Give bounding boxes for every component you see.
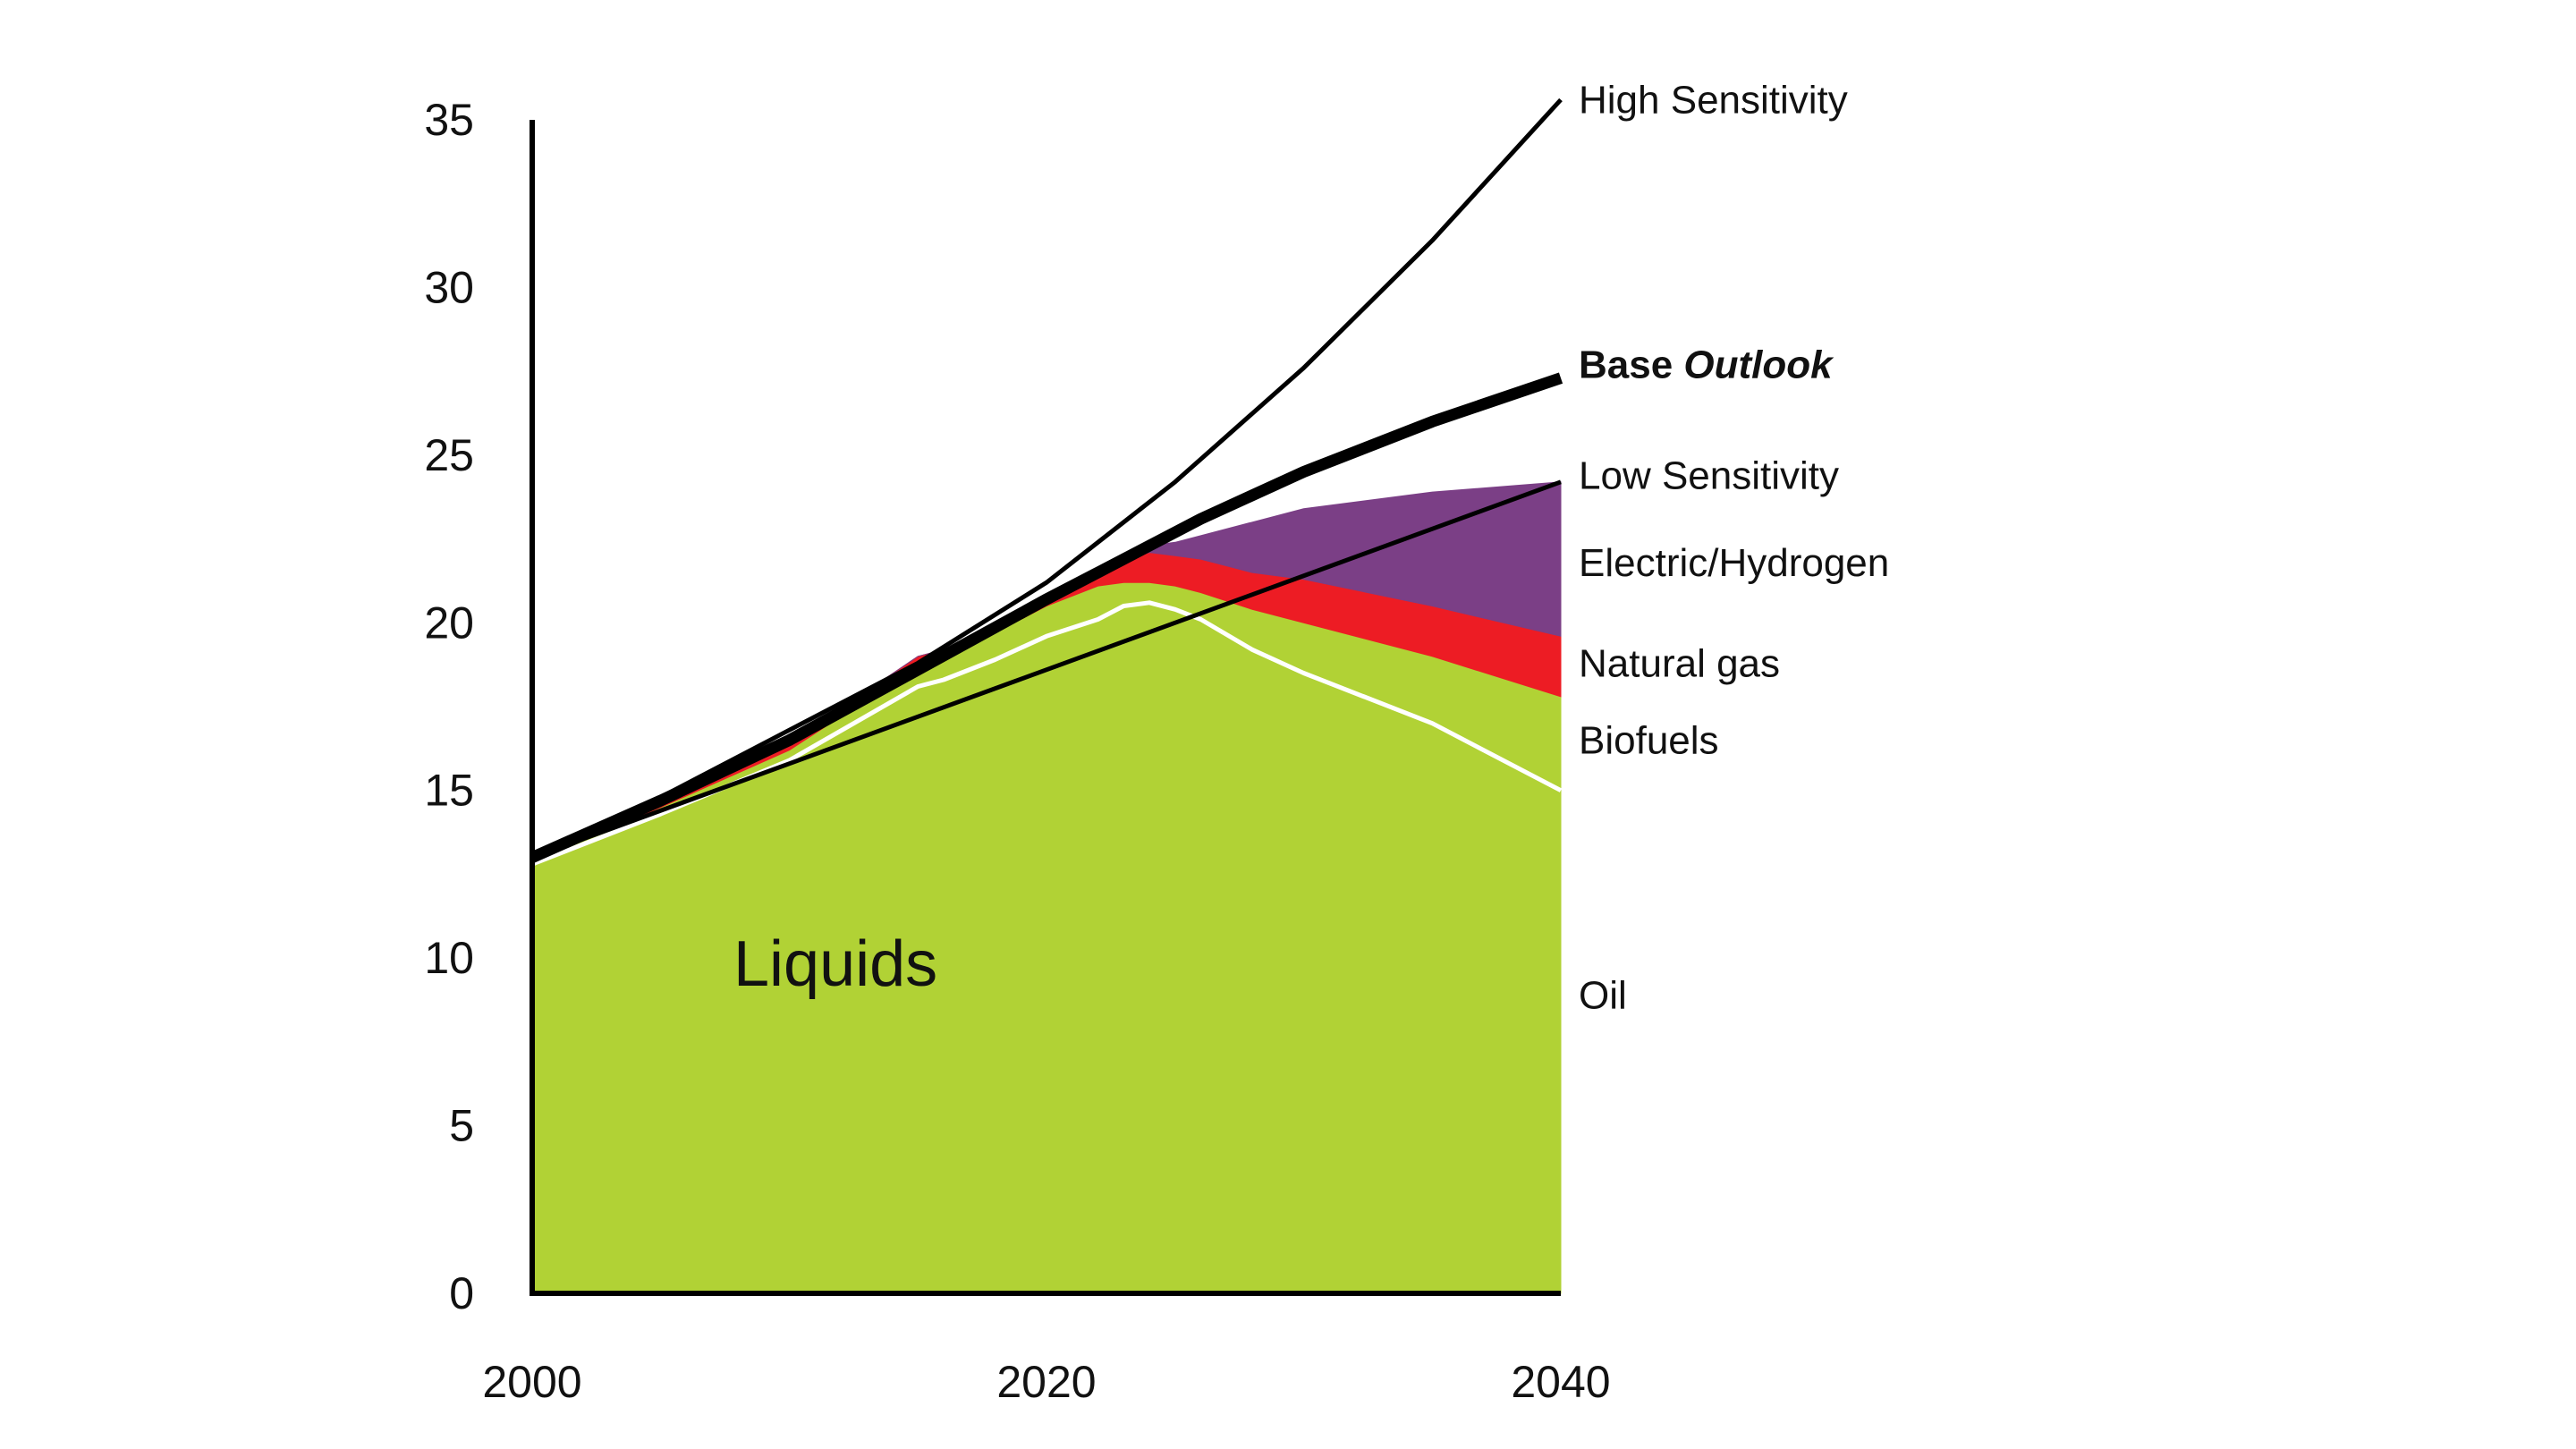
series-label-biofuels: Biofuels [1579,718,1719,762]
area-label-liquids: Liquids [733,928,937,1000]
x-tick-label: 2000 [482,1357,581,1407]
series-label-base-outlook: Base Outlook [1579,343,1835,387]
series-label-electric-hydrogen: Electric/Hydrogen [1579,541,1889,585]
lines-layer [530,97,1563,863]
y-tick-label: 35 [424,95,474,145]
y-tick-label: 20 [424,597,474,648]
series-label-natural-gas: Natural gas [1579,641,1780,685]
line-base-outlook [530,372,1563,863]
axes-layer: 0 5 10 15 20 25 30 35 2000 2020 2040 [424,95,1610,1407]
line-low-sensitivity [531,479,1562,860]
y-tick-label: 30 [424,262,474,312]
x-tick-label: 2040 [1511,1357,1610,1407]
y-tick-label: 0 [449,1268,474,1318]
y-tick-label: 15 [424,766,474,816]
y-tick-label: 10 [424,933,474,983]
series-label-high-sensitivity: High Sensitivity [1579,79,1848,123]
x-tick-label: 2020 [996,1357,1096,1407]
y-tick-label: 25 [424,430,474,480]
y-tick-label: 5 [449,1101,474,1151]
series-label-oil: Oil [1579,973,1627,1017]
series-label-low-sensitivity: Low Sensitivity [1579,453,1839,497]
labels-layer: High Sensitivity Low Sensitivity Electric/… [733,79,1889,1018]
oil-boundary-line [531,600,1563,867]
